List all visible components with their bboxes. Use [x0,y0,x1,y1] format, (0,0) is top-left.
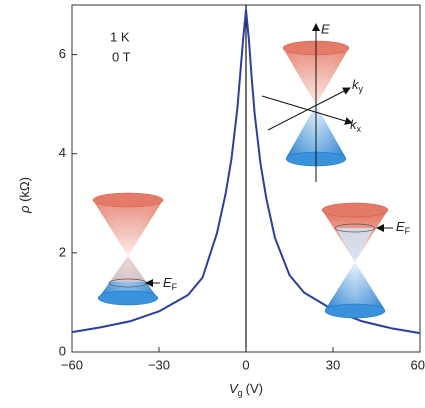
x-tick-label: 30 [326,357,340,372]
kx-symbol: k [350,117,358,132]
ky-subscript: y [359,84,364,94]
dirac-cone-left [92,192,164,306]
ef-symbol: E [396,219,405,234]
x-label-unit: (V) [246,381,263,396]
inset-axis-label: E [321,21,330,36]
annotation: 0 T [112,49,131,64]
x-tick-label: −30 [148,357,170,372]
ef-subscript: F [172,282,178,292]
kx-subscript: x [357,124,362,134]
ky-symbol: k [352,77,360,92]
x-tick-label: −60 [61,357,83,372]
y-axis-label: ρ (kΩ) [17,177,32,214]
fermi-label: EF [396,219,411,236]
x-label-symbol: V [229,381,239,396]
y-tick-label: 6 [59,46,66,61]
ef-subscript: F [405,226,411,236]
y-label-unit: (kΩ) [17,177,32,202]
y-tick-label: 0 [59,343,66,358]
dirac-cone-axes [261,23,353,182]
annotation: 1 K [110,29,130,44]
y-label-symbol: ρ [17,205,32,214]
x-tick-label: 0 [242,357,249,372]
resistivity-curve [71,8,421,335]
dirac-cone-right [321,202,393,319]
inset-axis-label: ky [352,77,364,94]
y-tick-label: 4 [59,145,66,160]
x-label-subscript: g [238,388,243,398]
fermi-label: EF [163,275,178,292]
x-axis-label: Vg (V) [229,381,263,398]
ef-symbol: E [163,275,172,290]
inset-axis-label: kx [350,117,362,134]
y-tick-label: 2 [59,244,66,259]
x-tick-label: 60 [411,357,425,372]
